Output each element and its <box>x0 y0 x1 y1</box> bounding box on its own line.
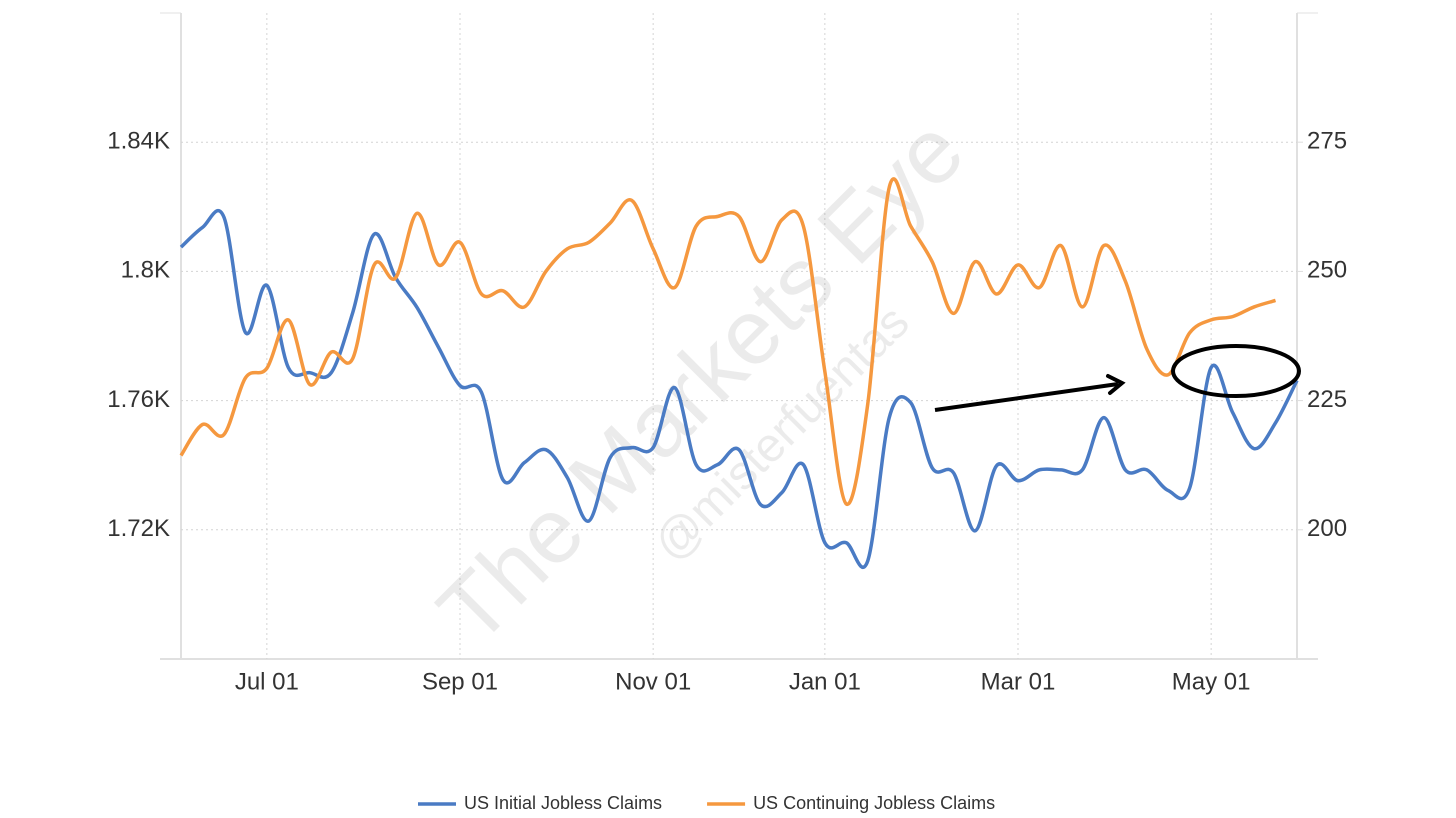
circle-highlight <box>1171 344 1301 398</box>
y2-tick-label: 200 <box>1307 515 1347 542</box>
y-tick-label: 1.8K <box>121 257 170 284</box>
y2-tick-label: 275 <box>1307 128 1347 155</box>
series-line <box>179 208 1299 570</box>
series-line <box>179 177 1277 506</box>
y2-tick-label: 225 <box>1307 386 1347 413</box>
y-tick-label: 1.72K <box>107 515 170 542</box>
x-tick-label: Sep 01 <box>422 668 498 695</box>
x-tick-label: May 01 <box>1172 668 1251 695</box>
arrow-shaft <box>934 382 1119 412</box>
x-tick-label: Mar 01 <box>981 668 1056 695</box>
y-tick-label: 1.76K <box>107 386 170 413</box>
x-tick-label: Nov 01 <box>615 668 691 695</box>
watermark: The Markets Eye @misterfuentas <box>419 99 983 663</box>
x-tick-label: Jul 01 <box>235 668 299 695</box>
grid <box>160 12 1318 660</box>
x-tick-label: Jan 01 <box>789 668 861 695</box>
legend-label: US Initial Jobless Claims <box>464 793 662 813</box>
y2-tick-label: 250 <box>1307 257 1347 284</box>
annotation <box>934 344 1301 412</box>
y-tick-label: 1.84K <box>107 128 170 155</box>
arrow-head <box>1106 374 1126 395</box>
legend-label: US Continuing Jobless Claims <box>753 793 995 813</box>
